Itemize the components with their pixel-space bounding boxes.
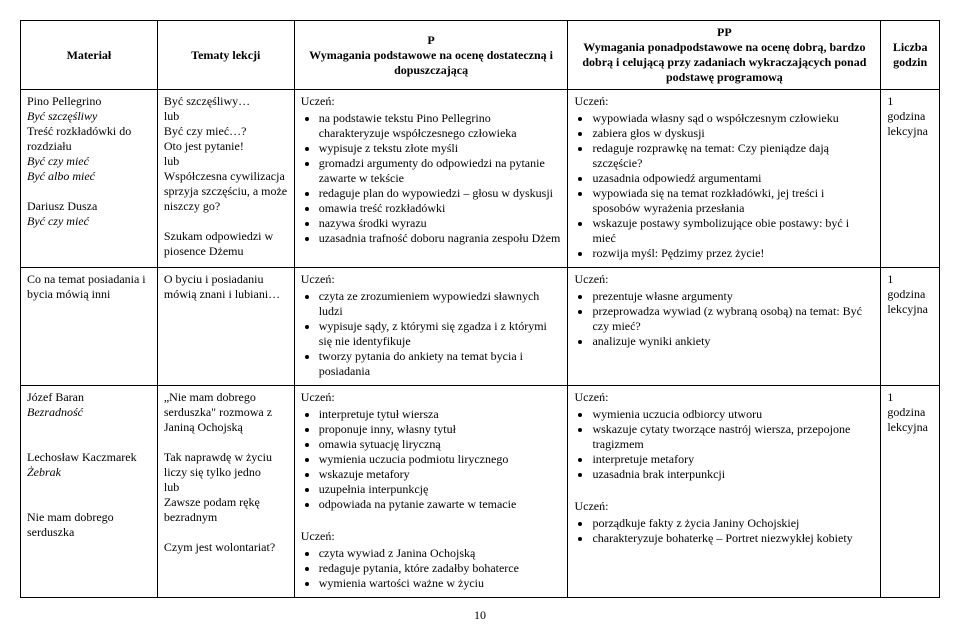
cell-topic: Być szczęśliwy…lubByć czy mieć…?Oto jest…	[157, 90, 294, 268]
cell-p: Uczeń:czyta ze zrozumieniem wypowiedzi s…	[294, 268, 568, 386]
cell-material: Co na temat posiadania i bycia mówią inn…	[21, 268, 158, 386]
page-number: 10	[20, 608, 940, 623]
cell-pp: Uczeń:wymienia uczucia odbiorcy utworuws…	[568, 386, 881, 598]
table-row: Józef BaranBezradnośćLechosław Kaczmarek…	[21, 386, 940, 598]
cell-hours: 1 godzina lekcyjna	[881, 386, 940, 598]
cell-hours: 1 godzina lekcyjna	[881, 90, 940, 268]
cell-material: Józef BaranBezradnośćLechosław Kaczmarek…	[21, 386, 158, 598]
cell-topic: „Nie mam dobrego serduszka" rozmowa z Ja…	[157, 386, 294, 598]
curriculum-table: Materiał Tematy lekcji P Wymagania podst…	[20, 20, 940, 598]
table-row: Pino PellegrinoByć szczęśliwyTreść rozkł…	[21, 90, 940, 268]
cell-pp: Uczeń:wypowiada własny sąd o współczesny…	[568, 90, 881, 268]
cell-p: Uczeń:interpretuje tytuł wierszaproponuj…	[294, 386, 568, 598]
cell-hours: 1 godzina lekcyjna	[881, 268, 940, 386]
cell-material: Pino PellegrinoByć szczęśliwyTreść rozkł…	[21, 90, 158, 268]
header-topics: Tematy lekcji	[157, 21, 294, 90]
header-p: P Wymagania podstawowe na ocenę dostatec…	[294, 21, 568, 90]
cell-p: Uczeń:na podstawie tekstu Pino Pellegrin…	[294, 90, 568, 268]
header-hours: Liczba godzin	[881, 21, 940, 90]
cell-topic: O byciu i posiadaniu mówią znani i lubia…	[157, 268, 294, 386]
table-row: Co na temat posiadania i bycia mówią inn…	[21, 268, 940, 386]
header-pp: PP Wymagania ponadpodstawowe na ocenę do…	[568, 21, 881, 90]
header-row: Materiał Tematy lekcji P Wymagania podst…	[21, 21, 940, 90]
cell-pp: Uczeń:prezentuje własne argumentyprzepro…	[568, 268, 881, 386]
header-material: Materiał	[21, 21, 158, 90]
